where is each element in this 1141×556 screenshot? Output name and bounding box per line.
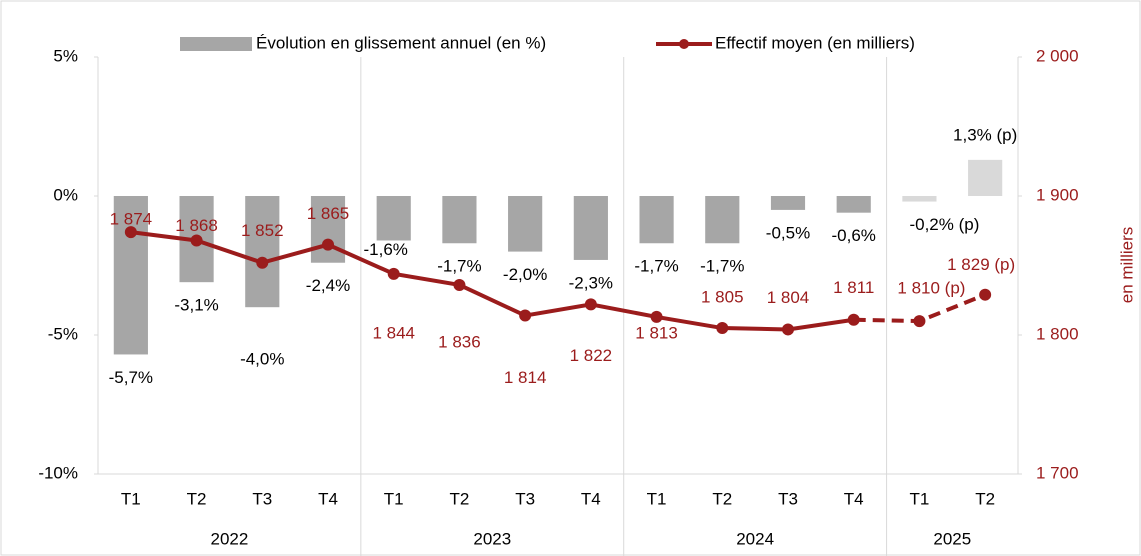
line-marker	[716, 322, 729, 335]
line-value-label: 1 811	[833, 278, 874, 297]
x-tick-label: T3	[778, 489, 798, 508]
bar	[376, 196, 411, 241]
line-marker	[847, 313, 860, 326]
y-tick-label: 0%	[53, 185, 78, 204]
group-label: 2025	[933, 529, 971, 548]
group-label: 2023	[473, 529, 511, 548]
bar-value-label: -1,7%	[700, 257, 744, 276]
bar-value-label: -5,7%	[109, 368, 153, 387]
x-tick-label: T3	[252, 489, 272, 508]
line-marker	[322, 238, 334, 251]
x-tick-label: T4	[318, 489, 338, 508]
line-value-label: 1 865	[307, 204, 350, 223]
bar-value-label: -1,6%	[364, 240, 408, 259]
bar	[902, 196, 937, 202]
bar-value-label: -2,3%	[569, 273, 613, 292]
line-marker	[650, 310, 663, 323]
bar-value-label: -2,0%	[503, 265, 547, 284]
y-tick-label: 5%	[53, 46, 78, 65]
x-tick-label: T4	[581, 489, 601, 508]
line-marker	[453, 278, 466, 291]
line-value-label: 1 836	[438, 332, 481, 351]
x-tick-label: T1	[910, 489, 930, 508]
legend-label: Effectif moyen (en milliers)	[715, 33, 915, 52]
group-label: 2024	[736, 529, 774, 548]
line-value-label: 1 874	[110, 210, 153, 229]
line-value-label: 1 804	[767, 288, 810, 307]
line-marker	[782, 323, 794, 336]
x-tick-label: T2	[712, 489, 732, 508]
legend-swatch	[180, 37, 252, 51]
x-tick-label: T3	[515, 489, 535, 508]
bar	[245, 196, 280, 308]
x-tick-label: T1	[121, 489, 141, 508]
line-marker	[519, 309, 532, 322]
legend-label: Évolution en glissement annuel (en %)	[256, 33, 546, 52]
x-tick-label: T2	[975, 489, 995, 508]
bar-value-label: -1,7%	[437, 257, 481, 276]
line-marker	[124, 226, 137, 239]
line-marker	[979, 288, 992, 301]
x-tick-label: T1	[647, 489, 667, 508]
bar-value-label: 1,3% (p)	[953, 125, 1017, 144]
legend-marker	[679, 39, 689, 49]
line-value-label: 1 814	[504, 368, 547, 387]
bar-value-label: -4,0%	[240, 350, 284, 369]
line	[130, 230, 855, 332]
line-value-label: 1 829 (p)	[947, 255, 1015, 274]
x-tick-label: T2	[187, 489, 207, 508]
line-value-label: 1 844	[372, 323, 415, 342]
line-value-label: 1 805	[701, 288, 744, 307]
y2-tick-label: 2 000	[1036, 46, 1079, 65]
line-marker	[584, 298, 597, 311]
line-marker	[387, 267, 400, 280]
bar-value-label: -0,6%	[832, 226, 876, 245]
line-marker	[190, 234, 203, 247]
bar	[705, 196, 740, 244]
line-value-label: 1 810 (p)	[897, 279, 965, 298]
bar	[573, 196, 608, 260]
bar-value-label: -0,2% (p)	[909, 215, 979, 234]
y2-tick-label: 1 900	[1036, 185, 1079, 204]
bar	[836, 196, 871, 213]
bar-value-label: -2,4%	[306, 276, 350, 295]
group-label: 2022	[211, 529, 249, 548]
bar	[113, 196, 148, 355]
line-value-label: 1 868	[175, 216, 218, 235]
line-value-label: 1 852	[241, 221, 284, 240]
x-tick-label: T4	[844, 489, 864, 508]
bar	[442, 196, 477, 244]
bar-value-label: -1,7%	[634, 257, 678, 276]
y-tick-label: -10%	[38, 463, 78, 482]
x-tick-label: T1	[384, 489, 404, 508]
y2-tick-label: 1 700	[1036, 463, 1079, 482]
bar	[508, 196, 543, 252]
bar	[968, 159, 1003, 196]
line-marker	[913, 315, 926, 328]
bar-value-label: -3,1%	[174, 296, 218, 315]
bar	[770, 196, 806, 210]
line-marker	[256, 256, 269, 269]
line-value-label: 1 813	[635, 323, 678, 342]
y-tick-label: -5%	[48, 324, 78, 343]
bar	[639, 196, 674, 244]
x-tick-label: T2	[450, 489, 470, 508]
y2-axis-label: en milliers	[1117, 227, 1136, 304]
line-value-label: 1 822	[570, 346, 613, 365]
y2-tick-label: 1 800	[1036, 324, 1079, 343]
bar-value-label: -0,5%	[766, 223, 810, 242]
